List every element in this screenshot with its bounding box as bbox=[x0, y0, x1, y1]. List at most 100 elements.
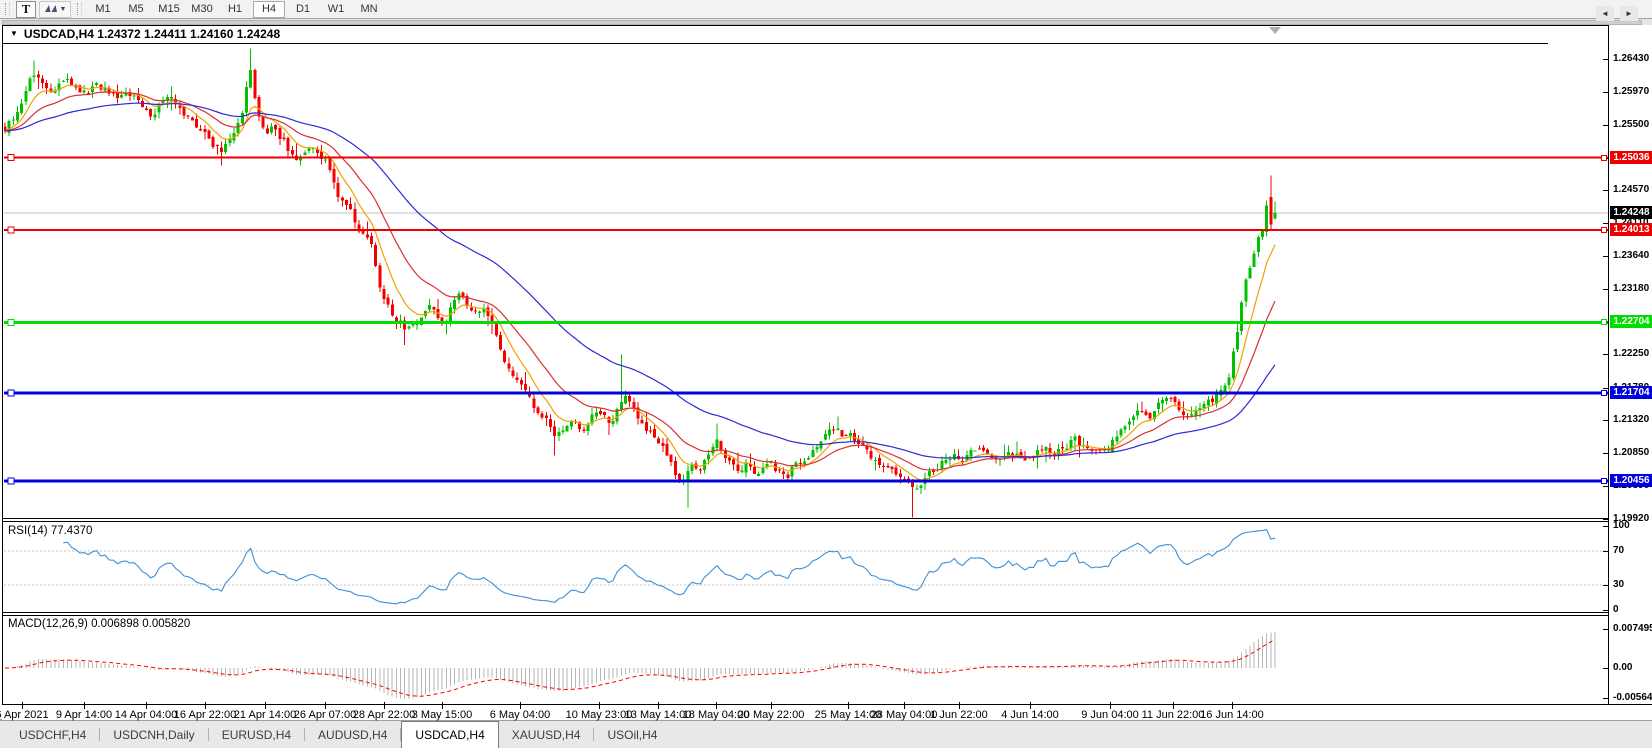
price-axis-tick-mark bbox=[1603, 354, 1608, 356]
price-axis-tick-mark bbox=[1603, 485, 1608, 487]
tab-scroll-right-button[interactable]: ► bbox=[1620, 6, 1638, 21]
panel-separator[interactable] bbox=[2, 612, 1652, 613]
time-axis-tick-mark bbox=[384, 702, 385, 709]
tab-usdcnh-daily[interactable]: USDCNH,Daily bbox=[113, 727, 195, 742]
timeframe-button-h4[interactable]: H4 bbox=[253, 0, 285, 18]
rsi-axis-tick: 100 bbox=[1613, 520, 1630, 531]
line-anchor-square[interactable] bbox=[1601, 154, 1607, 161]
moving-average-8 bbox=[4, 84, 1276, 481]
time-axis-tick-mark bbox=[904, 702, 905, 709]
tab-scroll-left-button[interactable]: ◄ bbox=[1596, 6, 1614, 21]
tab-usdchf-h4[interactable]: USDCHF,H4 bbox=[19, 727, 87, 742]
moving-average-52 bbox=[4, 102, 1276, 459]
timeframe-button-h1[interactable]: H1 bbox=[227, 3, 243, 15]
tab-audusd-h4[interactable]: AUDUSD,H4 bbox=[318, 727, 388, 742]
price-axis[interactable]: 1.264301.259701.255001.250301.245701.241… bbox=[1601, 25, 1652, 704]
chart-title-text: USDCAD,H4 1.24372 1.24411 1.24160 1.2424… bbox=[23, 27, 281, 41]
price-axis-tick: 1.20850 bbox=[1613, 447, 1650, 459]
line-anchor-square[interactable] bbox=[1601, 226, 1607, 233]
rsi-axis-tick-mark bbox=[1603, 551, 1608, 553]
time-axis-label: 16 Apr 22:00 bbox=[173, 709, 237, 721]
timeframe-button-m1[interactable]: M1 bbox=[95, 3, 111, 15]
toolbar-grip[interactable] bbox=[77, 3, 82, 15]
timeframe-button-d1[interactable]: D1 bbox=[295, 3, 311, 15]
chart-window-top-border bbox=[2, 25, 1651, 26]
timeframe-button-m5[interactable]: M5 bbox=[128, 3, 144, 15]
chart-scrollbar[interactable] bbox=[0, 18, 1652, 25]
macd-axis-tick: -0.005645 bbox=[1613, 691, 1652, 703]
chart-window-left-border bbox=[2, 25, 3, 719]
rsi-panel-canvas[interactable] bbox=[4, 522, 1608, 612]
line-anchor-square[interactable] bbox=[7, 154, 15, 162]
macd-histogram bbox=[8, 631, 1276, 699]
price-axis-tick-mark bbox=[1603, 420, 1608, 422]
chart-title: ▼ USDCAD,H4 1.24372 1.24411 1.24160 1.24… bbox=[10, 27, 280, 41]
chart-tab-bar: USDCHF,H4 USDCNH,Daily EURUSD,H4 AUDUSD,H4 U… bbox=[0, 720, 1652, 748]
time-axis-label: 9 Apr 14:00 bbox=[55, 709, 113, 721]
macd-panel-canvas[interactable] bbox=[4, 616, 1608, 704]
time-axis[interactable]: 6 Apr 2021 9 Apr 14:00 14 Apr 04:00 16 Apr … bbox=[0, 702, 1652, 721]
price-line-label: 1.21704 bbox=[1610, 385, 1652, 399]
time-axis-tick-mark bbox=[1232, 702, 1233, 709]
price-axis-tick-mark bbox=[1603, 519, 1608, 521]
line-anchor-square[interactable] bbox=[1601, 389, 1607, 396]
time-axis-label: 3 May 15:00 bbox=[411, 709, 473, 721]
price-axis-tick-mark bbox=[1603, 190, 1608, 192]
macd-label: MACD(12,26,9) 0.006898 0.005820 bbox=[8, 618, 191, 630]
chart-scrollbar-thumb[interactable] bbox=[2, 20, 1642, 25]
rsi-axis-tick-mark bbox=[1603, 610, 1608, 611]
time-axis-tick-mark bbox=[599, 702, 600, 709]
time-axis-tick-mark bbox=[959, 702, 960, 709]
time-axis-tick-mark bbox=[771, 702, 772, 709]
macd-axis-tick: 0.007495 bbox=[1613, 622, 1652, 634]
time-axis-tick-mark bbox=[325, 702, 326, 709]
toolbar-grip[interactable] bbox=[5, 3, 10, 15]
time-axis-tick-mark bbox=[1110, 702, 1111, 709]
chart-shift-marker[interactable] bbox=[1269, 27, 1281, 34]
line-anchor-square[interactable] bbox=[7, 226, 15, 234]
top-toolbar: T ▼ M1 M5 M15 M30 H1 H4 D1 W1 MN bbox=[0, 0, 1652, 18]
time-axis-label: 6 May 04:00 bbox=[489, 709, 551, 721]
time-axis-tick-mark bbox=[22, 702, 23, 709]
time-axis-label: 13 May 14:00 bbox=[624, 709, 692, 721]
timeframe-button-w1[interactable]: W1 bbox=[327, 3, 345, 15]
line-anchor-square[interactable] bbox=[1601, 478, 1607, 485]
tab-usoil-h4[interactable]: USOil,H4 bbox=[607, 727, 658, 742]
text-tool-button[interactable]: T bbox=[16, 0, 36, 18]
drawing-tools-button[interactable]: ▼ bbox=[39, 0, 71, 18]
tab-separator bbox=[304, 728, 306, 741]
time-axis-label: 25 May 14:00 bbox=[814, 709, 882, 721]
price-axis-tick: 1.23180 bbox=[1613, 282, 1650, 294]
time-axis-label: 20 May 22:00 bbox=[737, 709, 805, 721]
time-axis-tick-mark bbox=[658, 702, 659, 709]
price-axis-tick: 1.23640 bbox=[1613, 250, 1650, 262]
tab-scroll-arrows: ◄ ► bbox=[1596, 6, 1638, 21]
chart-menu-icon[interactable]: ▼ bbox=[10, 29, 18, 38]
line-anchor-square[interactable] bbox=[7, 318, 15, 326]
line-anchor-square[interactable] bbox=[7, 477, 15, 485]
chevron-down-icon: ▼ bbox=[59, 5, 67, 13]
price-axis-tick: 1.24110 bbox=[1613, 217, 1649, 228]
tab-eurusd-h4[interactable]: EURUSD,H4 bbox=[221, 727, 292, 742]
line-anchor-square[interactable] bbox=[1601, 319, 1607, 326]
tab-separator bbox=[99, 728, 101, 741]
timeframe-button-m15[interactable]: M15 bbox=[158, 3, 180, 15]
timeframe-button-mn[interactable]: MN bbox=[360, 3, 378, 15]
time-axis-label: 18 May 04:00 bbox=[682, 709, 750, 721]
price-axis-tick: 1.24570 bbox=[1613, 184, 1650, 196]
panel-separator[interactable] bbox=[2, 521, 1652, 522]
price-axis-tick: 1.19920 bbox=[1613, 513, 1650, 525]
price-chart-canvas[interactable] bbox=[4, 44, 1608, 518]
time-axis-label: 6 Apr 2021 bbox=[0, 709, 49, 721]
candles-bull-bodies bbox=[7, 70, 1277, 490]
rsi-axis-tick: 0 bbox=[1613, 604, 1619, 615]
line-anchor-square[interactable] bbox=[7, 389, 15, 397]
price-axis-tick-mark bbox=[1603, 453, 1608, 455]
tab-xauusd-h4[interactable]: XAUUSD,H4 bbox=[511, 727, 581, 742]
tab-usdcad-h4[interactable]: USDCAD,H4 bbox=[401, 721, 499, 748]
timeframe-button-m30[interactable]: M30 bbox=[191, 3, 213, 15]
price-axis-tick-mark bbox=[1603, 256, 1608, 258]
panel-separator[interactable] bbox=[2, 518, 1652, 519]
panel-separator[interactable] bbox=[2, 615, 1652, 616]
time-axis-tick-mark bbox=[265, 702, 266, 709]
